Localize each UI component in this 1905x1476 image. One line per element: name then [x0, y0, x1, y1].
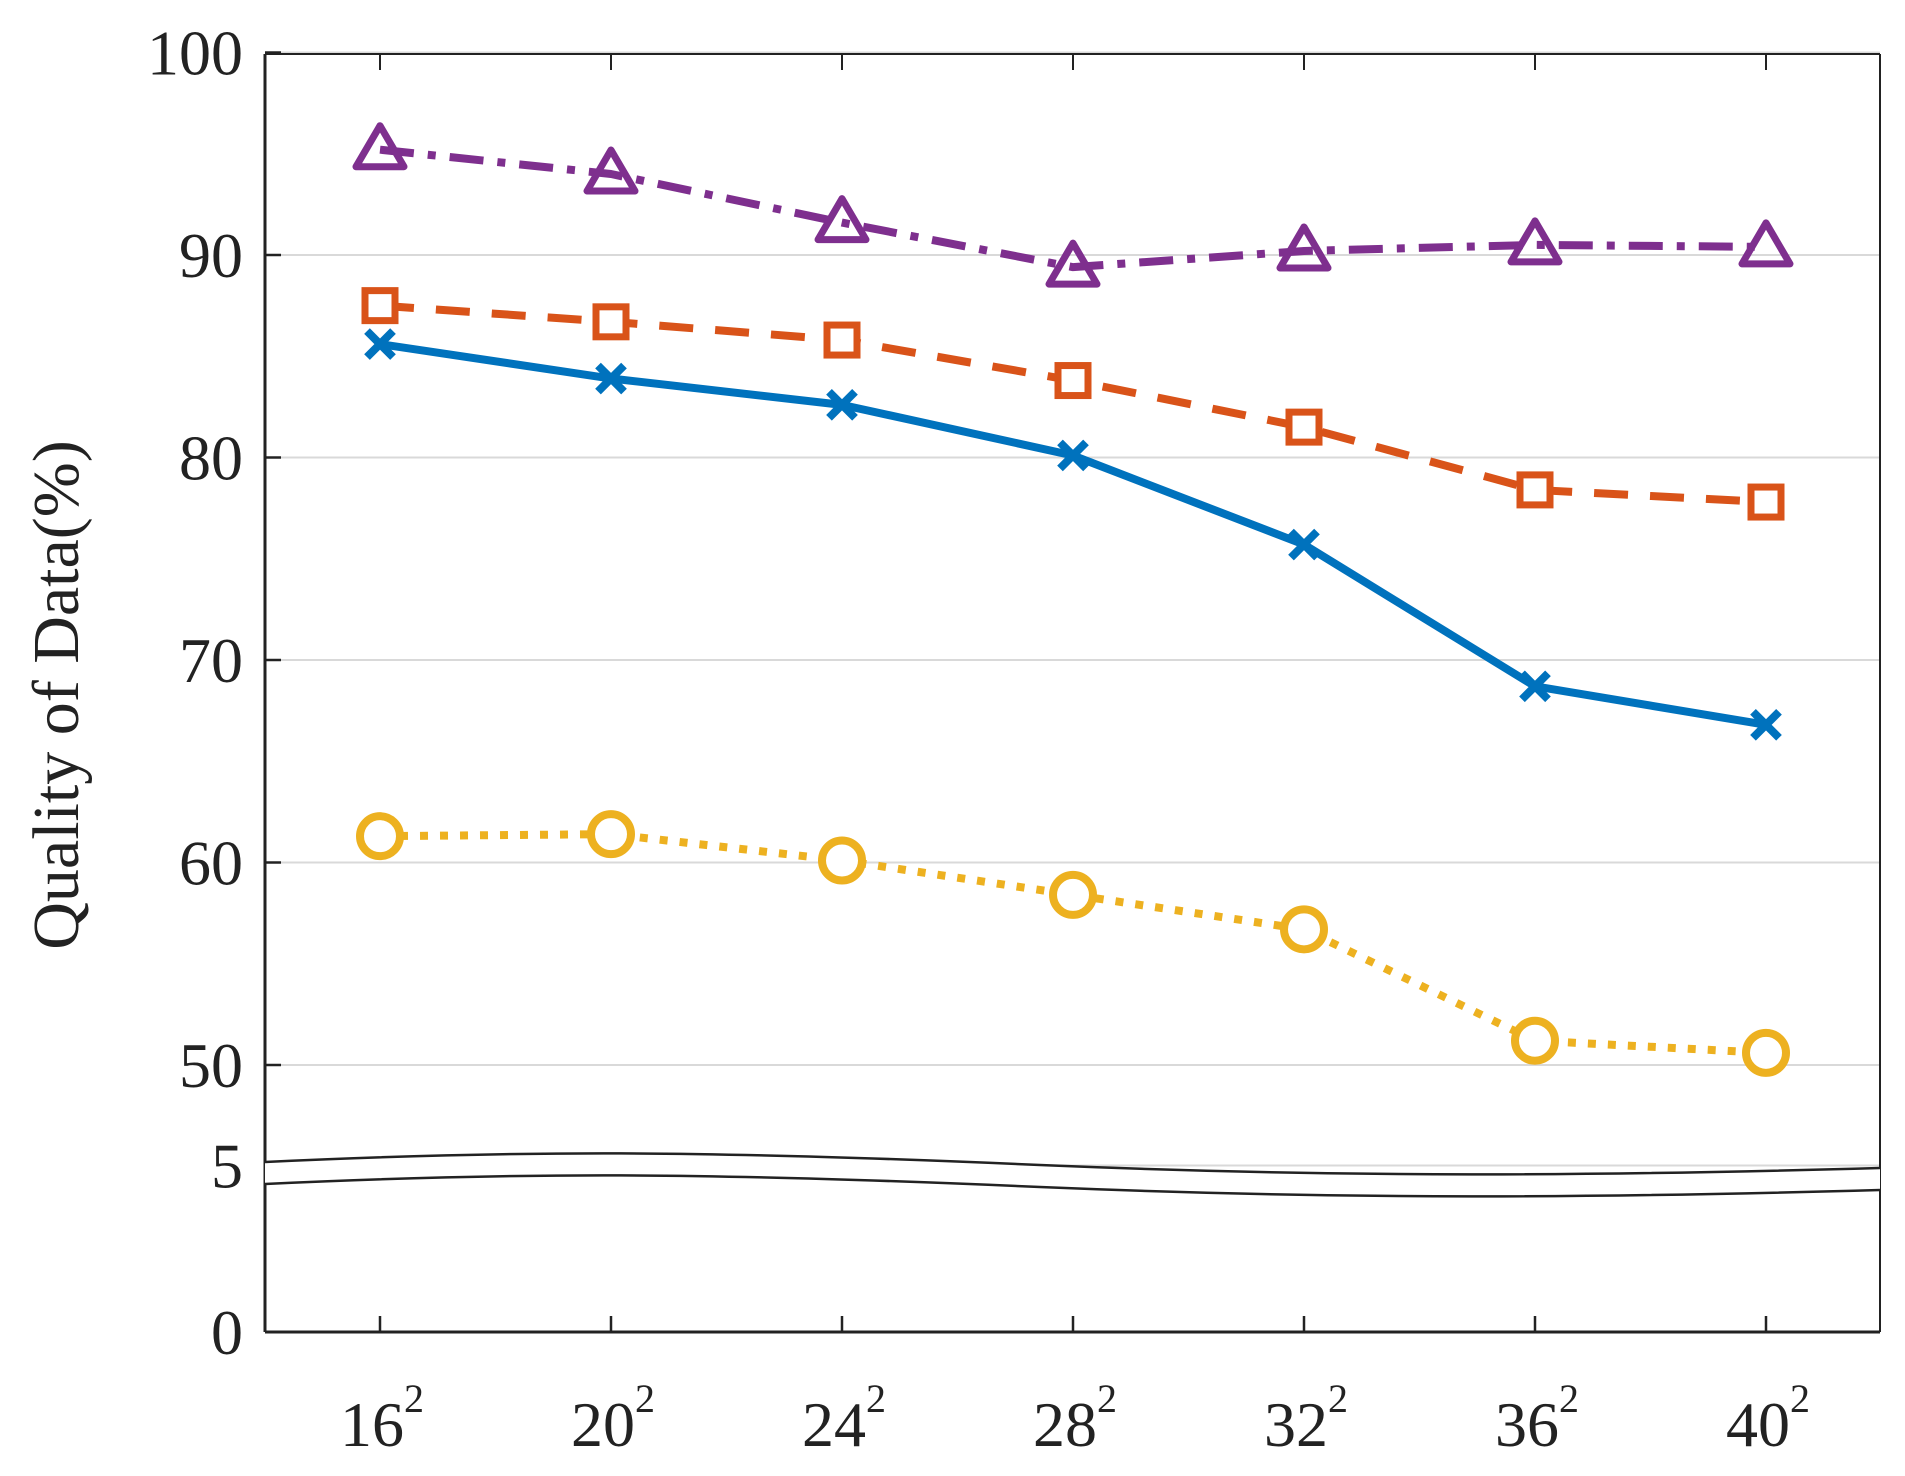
y-tick-label: 50	[179, 1030, 243, 1101]
x-tick-base: 24	[802, 1389, 866, 1460]
y-tick-labels: 50 60 70 80 90 100 0 5	[147, 18, 243, 1369]
series-circle-point	[1049, 870, 1097, 919]
series-circle-point	[356, 812, 404, 861]
x-tick-base: 20	[571, 1389, 635, 1460]
x-tick-label: 202	[571, 1376, 655, 1460]
series-triangle-point	[352, 122, 408, 171]
x-tick-label: 402	[1726, 1376, 1810, 1460]
x-tick-exp: 2	[1559, 1376, 1579, 1421]
x-tick-base: 36	[1495, 1389, 1559, 1460]
series-cross-point	[826, 389, 858, 421]
series-square-point	[1747, 483, 1785, 521]
series-triangle-point	[1507, 217, 1563, 266]
series-circle-point	[1742, 1028, 1790, 1077]
series-circle-point	[587, 810, 635, 859]
series-triangle-point	[1738, 219, 1794, 268]
axis-break-band	[265, 1153, 1880, 1197]
series-circle-point	[1511, 1016, 1559, 1065]
series-square-point	[592, 303, 630, 341]
series-cross-point	[364, 328, 396, 360]
x-tick-exp: 2	[1790, 1376, 1810, 1421]
series-circle-point	[1280, 905, 1328, 954]
axis-break-line-top	[264, 1152, 1881, 1176]
series-circle	[356, 810, 1790, 1077]
y-tick-label: 0	[211, 1297, 243, 1368]
series-triangle-point	[1276, 223, 1332, 272]
series-circle-line	[379, 830, 1767, 1057]
series-cross-point	[1519, 670, 1551, 703]
x-tick-exp: 2	[1328, 1376, 1348, 1421]
y-tick-label: 90	[179, 220, 243, 291]
series-square-point	[361, 287, 399, 325]
y-tick-label: 70	[179, 625, 243, 696]
series-group	[352, 122, 1794, 1077]
series-square-point	[1054, 362, 1092, 400]
series-square-point	[1285, 408, 1323, 446]
x-tick-exp: 2	[635, 1376, 655, 1421]
x-tick-base: 16	[340, 1389, 404, 1460]
x-tick-exp: 2	[866, 1376, 886, 1421]
series-square	[361, 287, 1785, 521]
series-cross-point	[1057, 439, 1089, 472]
series-circle-point	[818, 836, 866, 885]
x-tick-label: 322	[1264, 1376, 1348, 1460]
axis-break	[264, 1152, 1881, 1198]
series-triangle-point	[1045, 239, 1101, 288]
x-tick-label: 362	[1495, 1376, 1579, 1460]
series-cross-line	[379, 340, 1767, 729]
y-tick-label: 60	[179, 828, 243, 899]
series-triangle-point	[583, 146, 639, 195]
grid-lines	[265, 51, 1880, 1167]
series-cross-point	[595, 362, 627, 395]
x-tick-labels: 162 202 242 282 322 362 402	[340, 1376, 1810, 1460]
series-cross	[364, 328, 1782, 741]
y-tick-label: 5	[211, 1131, 243, 1202]
series-square-point	[823, 321, 861, 359]
series-triangle-line	[379, 145, 1767, 272]
y-tick-label: 80	[179, 423, 243, 494]
series-triangle-point	[814, 195, 870, 244]
axes	[263, 51, 1881, 1334]
x-tick-label: 162	[340, 1376, 424, 1460]
series-square-point	[1516, 471, 1554, 509]
series-square-line	[379, 301, 1767, 507]
series-cross-point	[1288, 528, 1320, 561]
x-tick-base: 32	[1264, 1389, 1328, 1460]
x-tick-label: 242	[802, 1376, 886, 1460]
x-tick-base: 40	[1726, 1389, 1790, 1460]
axis-break-line-bottom	[264, 1174, 1881, 1198]
x-tick-exp: 2	[404, 1376, 424, 1421]
x-tick-exp: 2	[1097, 1376, 1117, 1421]
x-tick-label: 282	[1033, 1376, 1117, 1460]
series-cross-point	[1750, 708, 1782, 741]
y-tick-label: 100	[147, 18, 243, 89]
x-tick-base: 28	[1033, 1389, 1097, 1460]
y-axis-label: Quality of Data(%)	[20, 440, 93, 949]
series-triangle	[352, 122, 1794, 288]
